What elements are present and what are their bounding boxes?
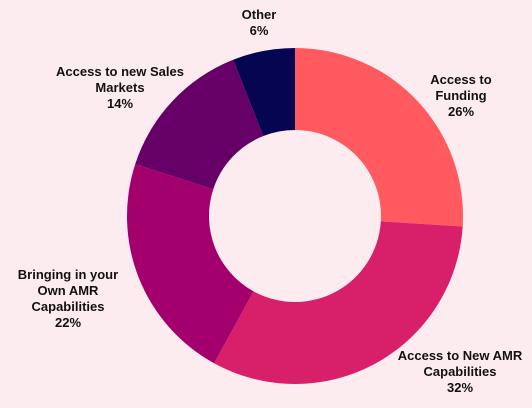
slice-value-label: 26% bbox=[448, 104, 474, 119]
slice-name-line: Access to bbox=[430, 72, 491, 87]
slice-name-line: Capabilities bbox=[32, 299, 105, 314]
slice-value-label: 14% bbox=[107, 96, 133, 111]
slice-name-line: Capabilities bbox=[424, 364, 497, 379]
slice-access-to-new-amr-capabilities bbox=[214, 221, 463, 384]
slice-name-line: Bringing in your bbox=[18, 267, 118, 282]
slice-label-access-to-funding: Access to Funding 26% bbox=[430, 72, 491, 119]
slice-other bbox=[233, 48, 295, 137]
slice-name-line: Markets bbox=[95, 80, 144, 95]
slice-name-line: Access to New AMR bbox=[398, 348, 523, 363]
slice-value-label: 32% bbox=[447, 380, 473, 395]
slice-bringing-in-your-own-amr-capabilities bbox=[126, 164, 254, 364]
slices-layer bbox=[126, 48, 464, 384]
slice-name-line: Own AMR bbox=[38, 283, 100, 298]
slice-label-access-to-new-sales-markets: Access to new Sales Markets 14% bbox=[56, 64, 184, 111]
slice-value-label: 22% bbox=[55, 315, 81, 330]
slice-label-other: Other 6% bbox=[242, 7, 277, 38]
slice-access-to-new-sales-markets bbox=[135, 59, 264, 190]
slice-label-access-to-new-amr-capabilities: Access to New AMR Capabilities 32% bbox=[398, 348, 523, 395]
slice-value-label: 6% bbox=[250, 23, 269, 38]
slice-name-line: Other bbox=[242, 7, 277, 22]
labels-layer: Access to Funding 26%Access to New AMR Capa… bbox=[18, 7, 523, 395]
slice-name-line: Funding bbox=[435, 88, 486, 103]
slice-access-to-funding bbox=[295, 48, 464, 227]
slice-name-line: Access to new Sales bbox=[56, 64, 184, 79]
slice-label-bringing-in-your-own-amr-capabilities: Bringing in your Own AMR Capabilities 22% bbox=[18, 267, 118, 330]
